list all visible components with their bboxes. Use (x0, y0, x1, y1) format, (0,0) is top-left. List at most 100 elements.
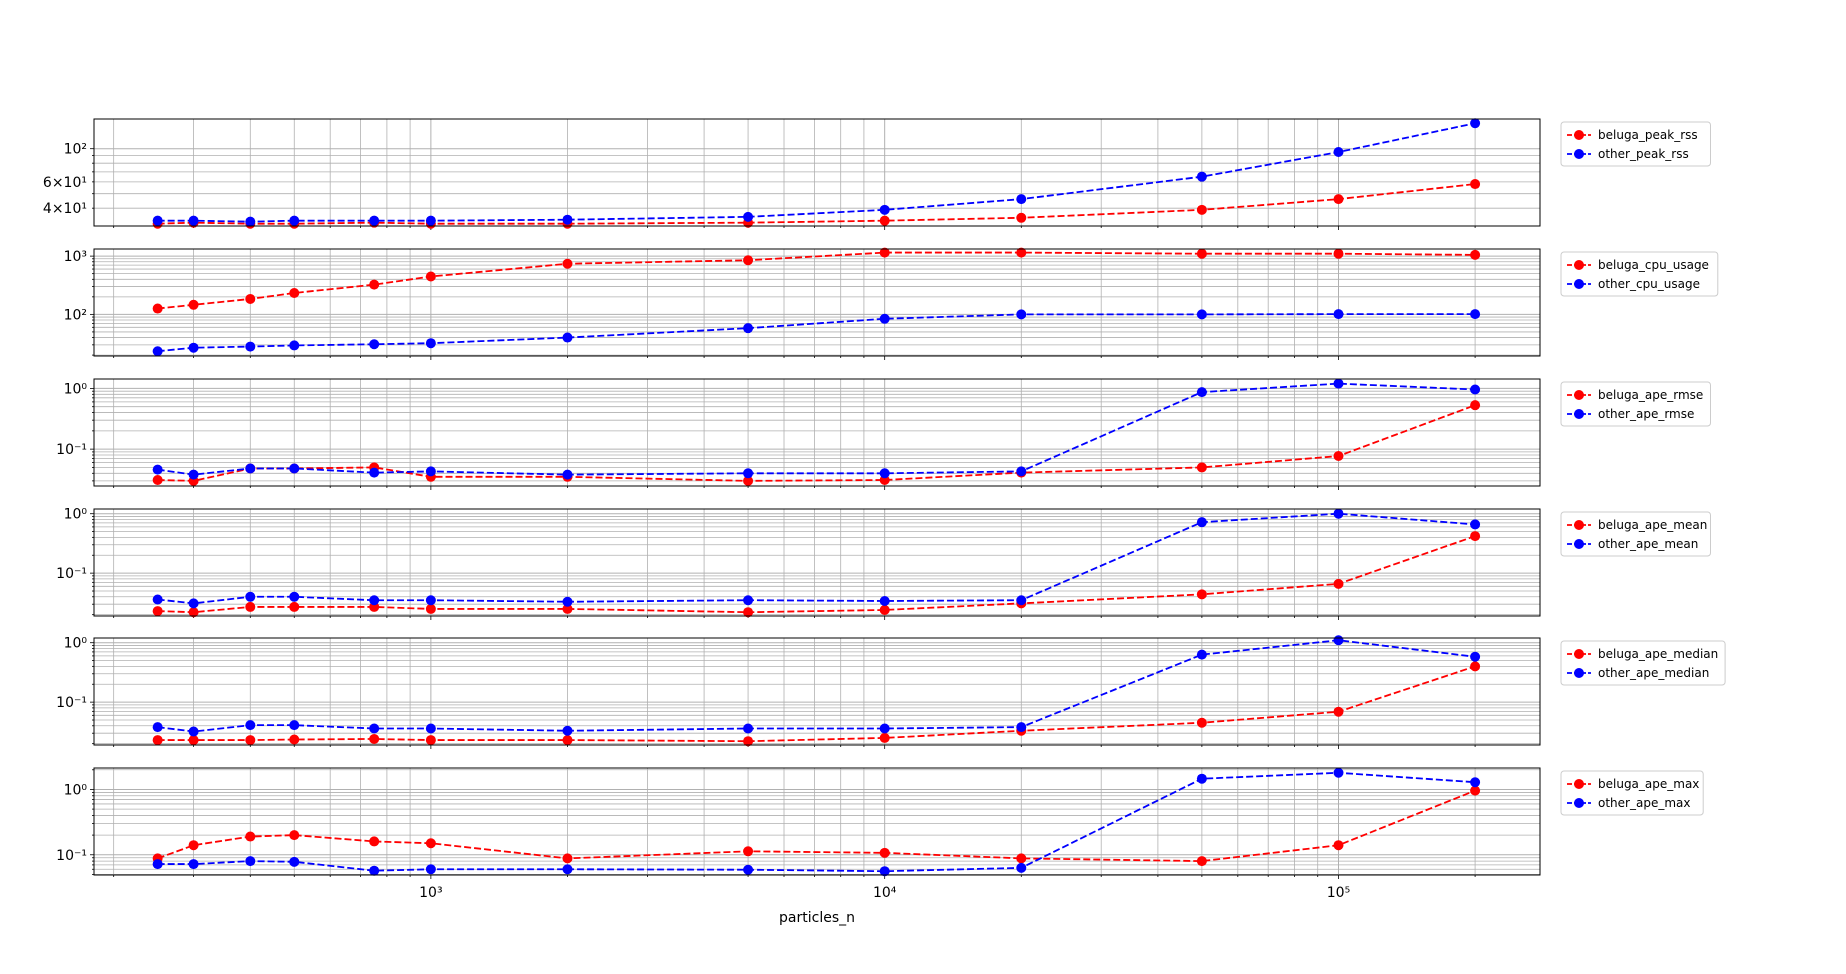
subplot-4: 10⁻¹ 10⁰ beluga_ape_mean other_ape_mean (56, 507, 1711, 620)
legend-box (1560, 640, 1726, 686)
y-tick-label: 10⁻¹ (56, 442, 87, 458)
legend-label: other_ape_mean (1598, 537, 1698, 551)
data-point-other_ape_rmse (188, 469, 199, 480)
subplot-1: 4×10¹ 6×10¹ 10² beluga_peak_rss other_peak_r… (43, 118, 1711, 230)
legend-box (1560, 511, 1711, 557)
data-point-beluga_ape_mean (1470, 531, 1481, 542)
data-point-beluga_ape_mean (743, 607, 754, 618)
data-point-other_peak_rss (1196, 171, 1207, 182)
data-point-beluga_ape_max (188, 840, 199, 851)
y-tick-label: 4×10¹ (43, 201, 87, 217)
data-point-other_ape_max (562, 864, 573, 875)
data-point-other_ape_median (562, 725, 573, 736)
data-point-other_ape_max (1196, 773, 1207, 784)
data-point-beluga_cpu_usage (188, 299, 199, 310)
data-point-beluga_ape_mean (152, 606, 163, 617)
legend-box (1560, 251, 1719, 297)
legend: beluga_ape_median other_ape_median (1560, 640, 1726, 686)
data-point-beluga_ape_median (152, 735, 163, 746)
data-point-other_ape_mean (879, 595, 890, 606)
legend-marker (1574, 390, 1584, 400)
legend-box (1560, 121, 1711, 167)
data-point-beluga_ape_mean (245, 601, 256, 612)
legend: beluga_peak_rss other_peak_rss (1560, 121, 1711, 167)
data-point-other_ape_rmse (245, 463, 256, 474)
data-point-other_ape_mean (1016, 595, 1027, 606)
y-tick-label: 10⁰ (64, 507, 88, 523)
y-tick-label: 10⁰ (64, 636, 88, 652)
data-point-beluga_ape_median (369, 733, 380, 744)
legend: beluga_ape_rmse other_ape_rmse (1560, 381, 1711, 427)
data-point-beluga_ape_mean (1196, 589, 1207, 600)
series-line-other_peak_rss (157, 122, 1476, 223)
data-point-other_ape_max (425, 864, 436, 875)
data-point-beluga_peak_rss (879, 215, 890, 226)
series-line-beluga_ape_rmse (157, 404, 1476, 482)
data-point-other_peak_rss (289, 215, 300, 226)
data-point-beluga_cpu_usage (1016, 247, 1027, 258)
axes-frame (93, 378, 1541, 487)
data-point-other_peak_rss (562, 214, 573, 225)
data-point-other_peak_rss (425, 215, 436, 226)
data-point-beluga_ape_mean (879, 604, 890, 615)
data-point-other_ape_median (245, 720, 256, 731)
data-point-beluga_ape_max (1196, 856, 1207, 867)
legend-marker (1574, 649, 1584, 659)
data-point-beluga_ape_max (562, 853, 573, 864)
legend-label: other_cpu_usage (1598, 277, 1700, 291)
data-point-beluga_ape_median (1196, 717, 1207, 728)
legend-marker (1574, 779, 1584, 789)
data-point-other_peak_rss (743, 211, 754, 222)
data-point-other_cpu_usage (1016, 309, 1027, 320)
data-point-other_ape_mean (369, 595, 380, 606)
data-point-other_ape_max (879, 866, 890, 877)
data-point-other_ape_median (1333, 635, 1344, 646)
legend-label: beluga_ape_median (1598, 647, 1718, 661)
data-point-other_cpu_usage (1333, 309, 1344, 320)
data-point-beluga_cpu_usage (152, 303, 163, 314)
y-tick-label: 10² (64, 307, 87, 323)
data-point-other_ape_rmse (369, 467, 380, 478)
data-point-beluga_ape_mean (188, 607, 199, 618)
data-point-other_ape_max (1470, 777, 1481, 788)
data-point-beluga_cpu_usage (1333, 248, 1344, 259)
data-point-other_ape_max (152, 859, 163, 870)
data-point-beluga_cpu_usage (369, 279, 380, 290)
data-point-other_ape_median (1470, 651, 1481, 662)
data-point-other_cpu_usage (1196, 309, 1207, 320)
series-line-beluga_ape_mean (157, 535, 1476, 614)
data-point-other_cpu_usage (1470, 309, 1481, 320)
legend-label: other_ape_median (1598, 666, 1709, 680)
data-point-other_cpu_usage (152, 346, 163, 357)
data-point-other_ape_max (188, 859, 199, 870)
data-point-other_ape_max (369, 865, 380, 876)
data-point-other_ape_max (289, 856, 300, 867)
y-tick-label: 10⁰ (64, 782, 88, 798)
data-point-other_cpu_usage (245, 341, 256, 352)
data-point-beluga_ape_max (1333, 840, 1344, 851)
data-point-other_ape_rmse (289, 463, 300, 474)
data-point-beluga_cpu_usage (562, 258, 573, 269)
data-point-other_ape_mean (562, 596, 573, 607)
data-point-beluga_ape_mean (1333, 578, 1344, 589)
x-tick-label: 10⁴ (873, 885, 897, 901)
data-point-other_cpu_usage (743, 323, 754, 334)
axes-frame (93, 637, 1541, 746)
data-point-beluga_ape_median (188, 735, 199, 746)
data-point-beluga_cpu_usage (743, 255, 754, 266)
x-tick-label: 10³ (419, 885, 442, 901)
axes-frame (93, 767, 1541, 876)
legend-label: beluga_peak_rss (1598, 128, 1698, 142)
data-point-beluga_peak_rss (1333, 194, 1344, 205)
data-point-other_ape_max (743, 864, 754, 875)
data-point-beluga_ape_max (245, 831, 256, 842)
data-point-beluga_ape_median (1333, 706, 1344, 717)
data-point-other_ape_median (1196, 649, 1207, 660)
x-tick-label: 10⁵ (1327, 885, 1350, 901)
data-point-other_ape_mean (245, 591, 256, 602)
subplot-2: 10² 10³ beluga_cpu_usage other_cpu_usage (64, 247, 1719, 360)
data-point-other_ape_median (425, 723, 436, 734)
y-tick-label: 10⁰ (64, 381, 88, 397)
legend-label: other_ape_max (1598, 796, 1690, 810)
data-point-beluga_peak_rss (1016, 212, 1027, 223)
